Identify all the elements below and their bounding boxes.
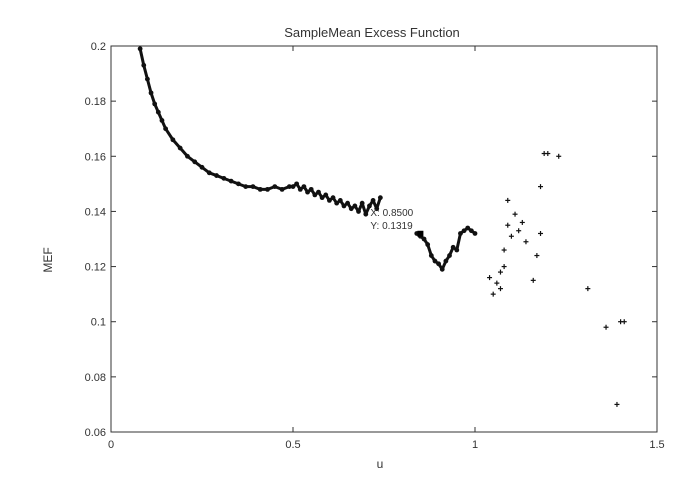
axis-ticks: 0 0.5 1 1.5 0.06 0.08 0.1 0.12 0.14 0.16 0.18 0.2 [85,41,665,451]
data-point [508,233,514,239]
data-point [556,153,562,159]
data-point [519,219,525,225]
x-tick-label: 0 [108,439,114,451]
data-point [538,184,544,190]
chart-title: SampleMean Excess Function [284,25,460,40]
datatip-y-label: Y: 0.1319 [370,221,413,232]
data-point [494,280,500,286]
data-point [512,211,518,217]
x-tick-label: 0.5 [285,439,300,451]
data-point [585,286,591,292]
data-points [137,46,627,407]
data-point [497,286,503,292]
x-tick-label: 1.5 [649,439,664,451]
data-point [490,291,496,297]
data-point [523,239,529,245]
data-point [487,275,493,281]
datatip-x-label: X: 0.8500 [370,208,413,219]
data-point [505,197,511,203]
data-point [497,269,503,275]
data-point [530,277,536,283]
y-tick-label: 0.16 [85,151,106,163]
data-point-link [138,48,146,66]
data-point [516,228,522,234]
data-point [614,401,620,407]
x-axis-label: u [377,457,384,471]
data-point [621,319,627,325]
data-point [501,247,507,253]
y-tick-label: 0.08 [85,372,106,384]
datatip-marker[interactable] [417,230,424,237]
data-point [377,195,383,201]
x-tick-label: 1 [472,439,478,451]
datatip: X: 0.8500 Y: 0.1319 [370,208,424,237]
data-point [603,324,609,330]
y-axis-label: MEF [41,247,55,272]
data-point [505,222,511,228]
data-point-link [455,233,462,251]
data-point [534,253,540,259]
data-point [501,264,507,270]
y-tick-label: 0.14 [85,206,106,218]
y-tick-label: 0.2 [91,41,106,53]
data-point [472,231,478,236]
data-point [545,151,551,157]
plot-area [110,45,658,433]
y-tick-label: 0.12 [85,262,106,274]
y-tick-label: 0.06 [85,427,106,439]
data-point [538,230,544,236]
y-tick-label: 0.1 [91,317,106,329]
y-tick-label: 0.18 [85,96,106,108]
